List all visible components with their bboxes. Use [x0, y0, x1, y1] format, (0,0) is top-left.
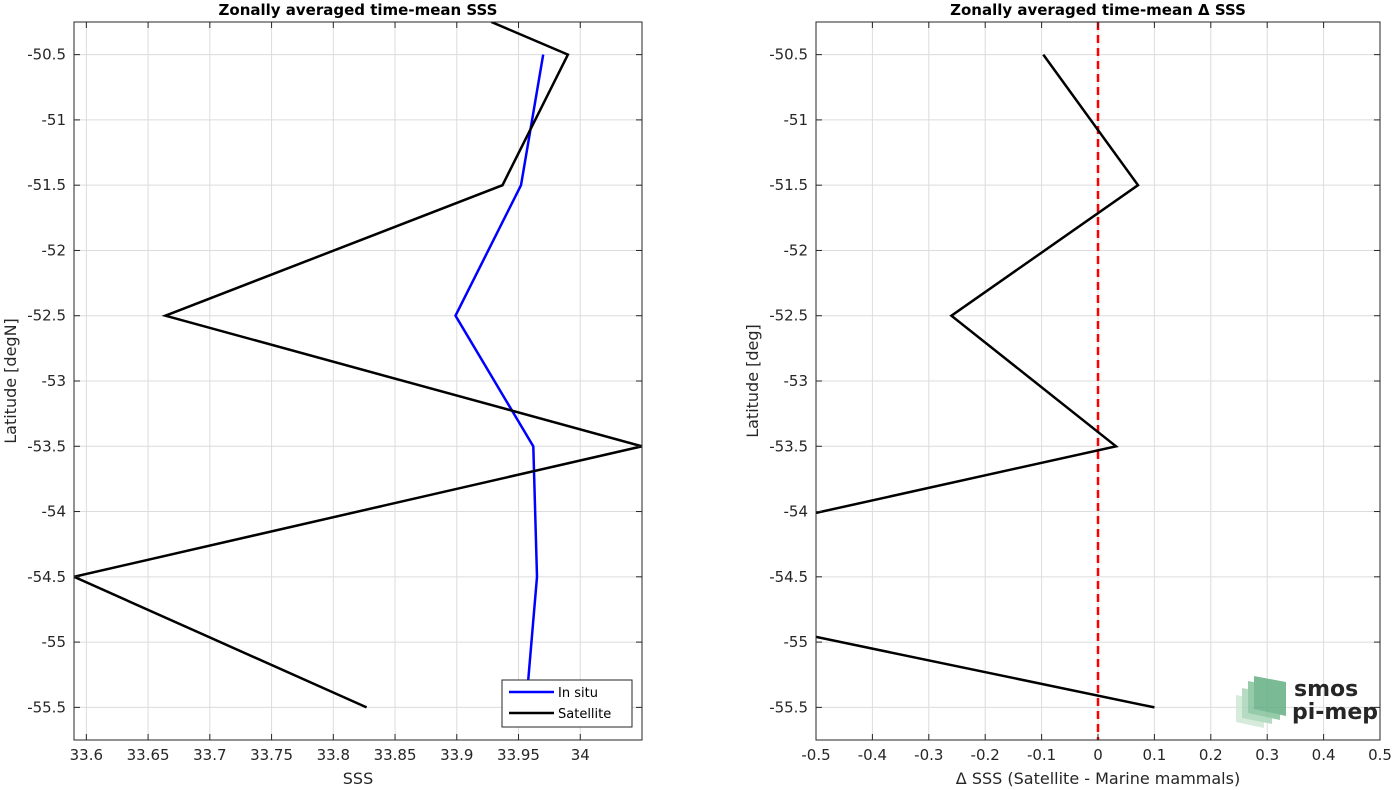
left-chart-legend: In situ Satellite	[501, 679, 633, 728]
x-tick-label: -0.3	[914, 746, 943, 764]
x-tick-label: -0.4	[858, 746, 887, 764]
satellite-series-line	[74, 22, 642, 709]
y-tick-label: -52	[42, 241, 67, 259]
y-tick-label: -55	[784, 633, 809, 651]
y-tick-label: -51.5	[769, 176, 808, 194]
x-tick-label: 0.5	[1368, 746, 1392, 764]
y-tick-label: -53	[784, 372, 809, 390]
left-chart-grid	[74, 22, 642, 740]
y-tick-label: -54.5	[769, 568, 808, 586]
right-chart-series	[816, 53, 1155, 709]
right-chart-x-axis-label: Δ SSS (Satellite - Marine mammals)	[956, 769, 1240, 788]
x-tick-label: 0	[1093, 746, 1103, 764]
y-tick-label: -51	[42, 111, 67, 129]
logo-emblem-icon	[1236, 676, 1286, 728]
y-tick-label: -55	[42, 633, 67, 651]
smos-pi-mep-logo: smos pi-mep	[1236, 676, 1378, 728]
delta-series-line	[816, 635, 1155, 709]
x-tick-label: 33.7	[193, 746, 226, 764]
legend-label-satellite: Satellite	[558, 707, 611, 722]
y-tick-label: -54	[42, 503, 67, 521]
x-tick-label: -0.2	[971, 746, 1000, 764]
right-chart-y-axis-label: Latitude [deg]	[743, 324, 762, 438]
y-tick-label: -55.5	[27, 698, 66, 716]
y-tick-label: -51.5	[27, 176, 66, 194]
left-chart-y-axis-label: Latitude [degN]	[1, 318, 20, 444]
legend-box	[501, 679, 633, 728]
y-tick-label: -51	[784, 111, 809, 129]
y-tick-label: -52.5	[769, 307, 808, 325]
logo-text-smos: smos	[1294, 677, 1358, 702]
x-tick-label: 33.75	[250, 746, 293, 764]
right-chart-title: Zonally averaged time-mean Δ SSS	[950, 1, 1246, 19]
left-chart-series	[74, 22, 642, 709]
y-tick-label: -53.5	[769, 437, 808, 455]
y-tick-label: -54.5	[27, 568, 66, 586]
x-tick-label: -0.1	[1027, 746, 1056, 764]
y-tick-label: -55.5	[769, 698, 808, 716]
x-tick-label: 33.85	[374, 746, 417, 764]
left-chart-title: Zonally averaged time-mean SSS	[219, 1, 498, 19]
y-tick-label: -52.5	[27, 307, 66, 325]
y-tick-label: -53	[42, 372, 67, 390]
left-chart-panel: 33.6 33.65 33.7 33.75 33.8 33.85 33.9 33.95 34 -5…	[1, 1, 643, 788]
right-chart-panel: -0.5 -0.4 -0.3 -0.2 -0.1 0 0.1 0.2 0.3 0.4 0.5 -50.…	[743, 1, 1392, 788]
y-tick-label: -54	[784, 503, 809, 521]
x-tick-label: 33.9	[440, 746, 473, 764]
delta-series-line	[816, 53, 1140, 515]
x-tick-label: 33.65	[127, 746, 170, 764]
y-tick-label: -53.5	[27, 437, 66, 455]
x-tick-label: -0.5	[801, 746, 830, 764]
y-tick-label: -50.5	[27, 46, 66, 64]
legend-label-in-situ: In situ	[558, 686, 598, 701]
y-tick-label: -50.5	[769, 46, 808, 64]
x-tick-label: 0.4	[1312, 746, 1336, 764]
x-tick-label: 33.6	[70, 746, 103, 764]
x-tick-label: 33.8	[317, 746, 350, 764]
x-tick-label: 34	[571, 746, 590, 764]
left-chart-ticks: 33.6 33.65 33.7 33.75 33.8 33.85 33.9 33.95 34 -5…	[27, 22, 642, 764]
x-tick-label: 0.3	[1255, 746, 1279, 764]
x-tick-label: 33.95	[497, 746, 540, 764]
x-tick-label: 0.2	[1199, 746, 1223, 764]
in-situ-series-line	[454, 54, 545, 708]
right-chart-ticks: -0.5 -0.4 -0.3 -0.2 -0.1 0 0.1 0.2 0.3 0.4 0.5 -50.…	[769, 22, 1392, 764]
y-tick-label: -52	[784, 241, 809, 259]
x-tick-label: 0.1	[1142, 746, 1166, 764]
logo-text-pi-mep: pi-mep	[1292, 700, 1378, 725]
left-chart-x-axis-label: SSS	[343, 769, 373, 788]
